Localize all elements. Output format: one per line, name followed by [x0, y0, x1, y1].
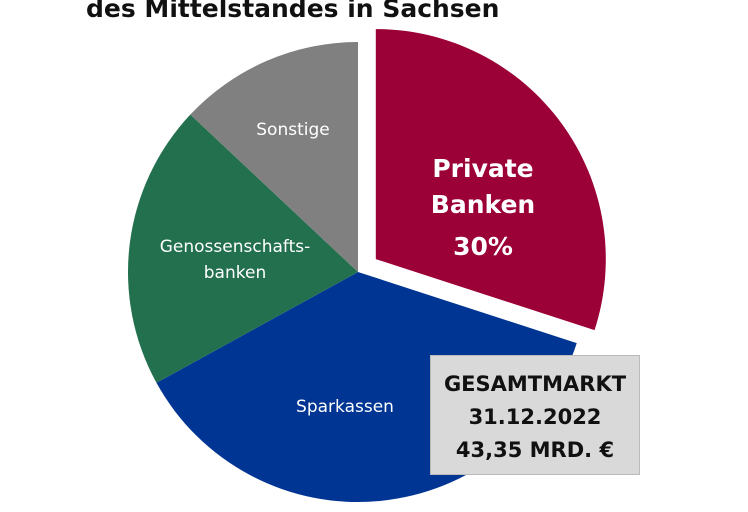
- chart-title: des Mittelstandes in Sachsen: [86, 0, 500, 23]
- value-label: 30%: [453, 232, 513, 261]
- category-label: Sonstige: [256, 120, 330, 140]
- category-label: Private Banken: [430, 154, 536, 219]
- slice-label: Genossenschafts-banken: [148, 234, 323, 286]
- category-label: Sparkassen: [296, 397, 394, 417]
- pie-slice: [128, 114, 358, 383]
- pie-slice: [190, 42, 358, 272]
- slice-label: Sonstige: [223, 117, 363, 143]
- annotation-line: 43,35 MRD. €: [455, 438, 615, 462]
- slice-label: Private Banken 30%: [418, 151, 548, 265]
- annotation-line: 31.12.2022: [468, 405, 602, 429]
- total-box: GESAMTMARKT 31.12.2022 43,35 MRD. €: [430, 355, 640, 475]
- annotation-line: GESAMTMARKT: [443, 372, 627, 396]
- slice-label: Sparkassen: [275, 394, 415, 420]
- category-label: Genossenschafts-banken: [159, 237, 311, 283]
- pie-slice: [375, 29, 606, 331]
